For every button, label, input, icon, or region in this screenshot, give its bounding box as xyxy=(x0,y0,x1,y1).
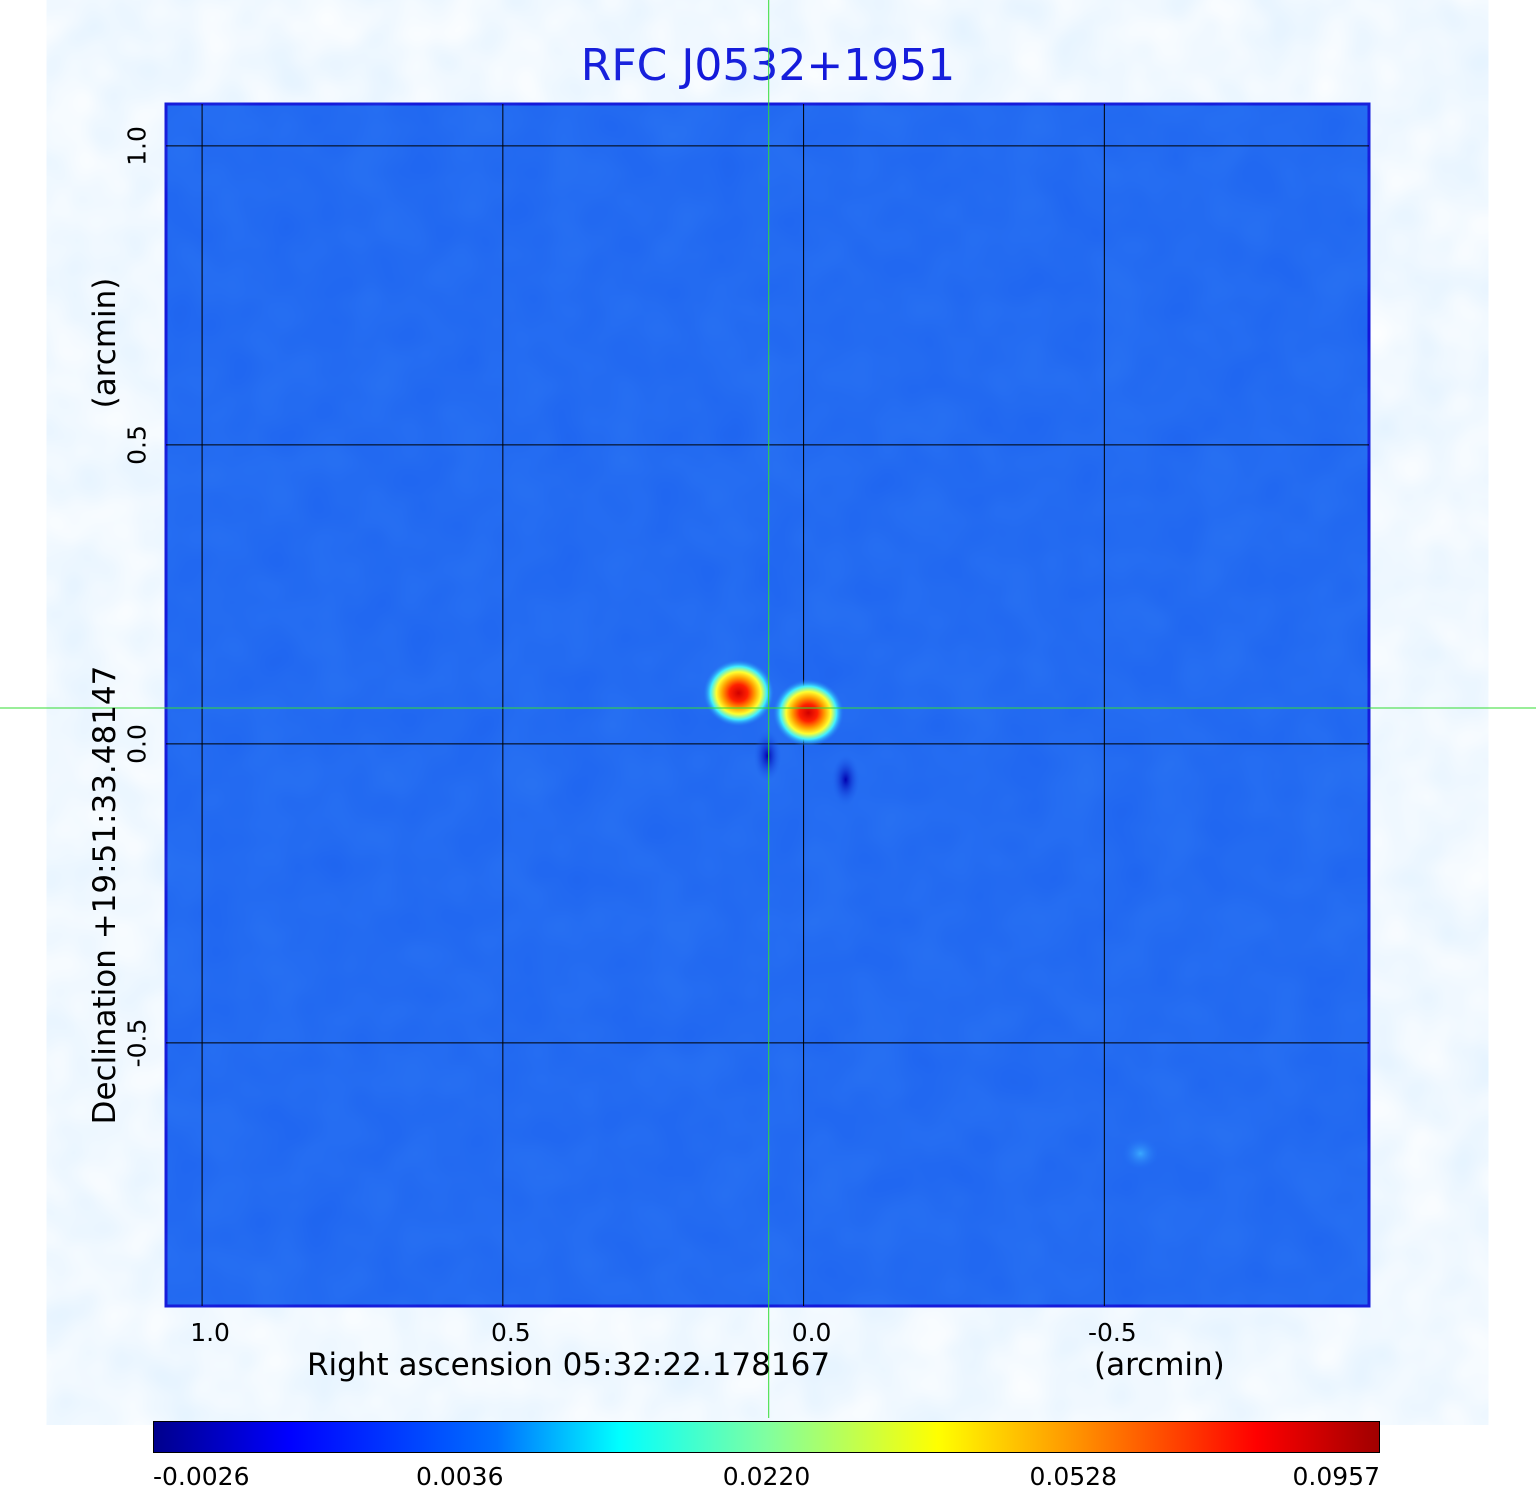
colorbar-tick-0: -0.0026 xyxy=(153,1462,250,1491)
negative-spot-0 xyxy=(753,729,782,782)
x-tick-label-3: -0.5 xyxy=(1087,1318,1137,1347)
colorbar-tick-2: 0.0220 xyxy=(722,1462,811,1491)
colorbar-tick-1: 0.0036 xyxy=(416,1462,504,1491)
y-axis-label: Declination +19:51:33.48147 xyxy=(87,665,123,1125)
chart-title: RFC J0532+1951 xyxy=(580,40,956,91)
x-tick-label-0: 1.0 xyxy=(190,1318,230,1347)
source-0 xyxy=(702,659,775,728)
colorbar-tick-4: 0.0957 xyxy=(1292,1462,1380,1491)
y-tick-label-1: 0.5 xyxy=(122,424,152,465)
y-tick-label-0: 1.0 xyxy=(122,125,152,166)
x-tick-label-2: 0.0 xyxy=(791,1318,832,1347)
x-axis-unit: (arcmin) xyxy=(1094,1347,1225,1383)
source-2 xyxy=(1120,1135,1161,1172)
x-axis-label: Right ascension 05:32:22.178167 xyxy=(307,1347,831,1383)
negative-spot-1 xyxy=(831,753,860,806)
x-tick-label-1: 0.5 xyxy=(490,1318,531,1347)
sources xyxy=(702,659,1161,1172)
y-axis-unit: (arcmin) xyxy=(87,277,123,409)
crosshair xyxy=(0,0,1536,1418)
colorbar xyxy=(153,1421,1380,1453)
colorbar-tick-3: 0.0528 xyxy=(1029,1462,1117,1491)
source-1 xyxy=(772,678,845,747)
y-tick-label-3: -0.5 xyxy=(122,1018,152,1068)
y-tick-label-2: 0.0 xyxy=(122,723,152,764)
